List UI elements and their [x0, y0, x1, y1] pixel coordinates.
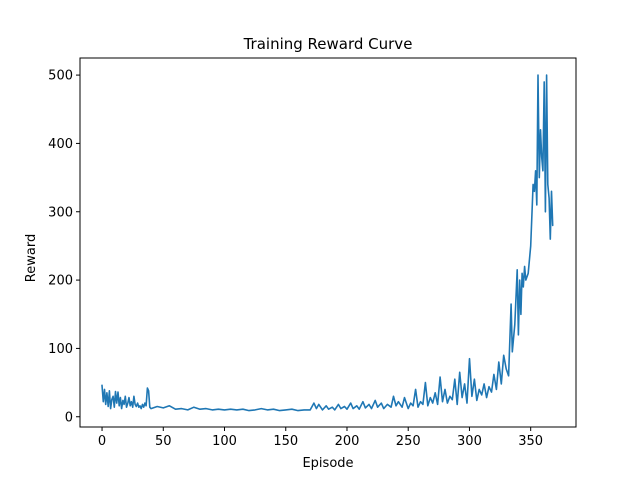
- x-tick-label: 200: [335, 434, 360, 449]
- x-tick-label: 0: [98, 434, 106, 449]
- x-tick-label: 350: [518, 434, 543, 449]
- y-axis-label: Reward: [24, 234, 39, 282]
- chart-title: Training Reward Curve: [243, 35, 413, 53]
- y-tick-label: 400: [48, 137, 73, 152]
- y-tick-label: 500: [48, 69, 73, 84]
- x-tick-label: 250: [396, 434, 421, 449]
- x-tick-label: 50: [155, 434, 172, 449]
- series-line-0: [101, 74, 554, 412]
- axes-frame: [79, 57, 577, 428]
- y-tick-label: 100: [48, 342, 73, 357]
- x-tick-label: 300: [457, 434, 482, 449]
- x-axis-label: Episode: [302, 456, 353, 471]
- x-tick-label: 100: [212, 434, 237, 449]
- y-tick-label: 300: [48, 205, 73, 220]
- axis-ticks: 0 50 100 150 200 250 300 350 0 100 200 300 400 500: [48, 69, 543, 449]
- y-tick-label: 0: [65, 410, 73, 425]
- plot-area: [79, 57, 577, 428]
- y-tick-label: 200: [48, 274, 73, 289]
- x-tick-label: 150: [273, 434, 298, 449]
